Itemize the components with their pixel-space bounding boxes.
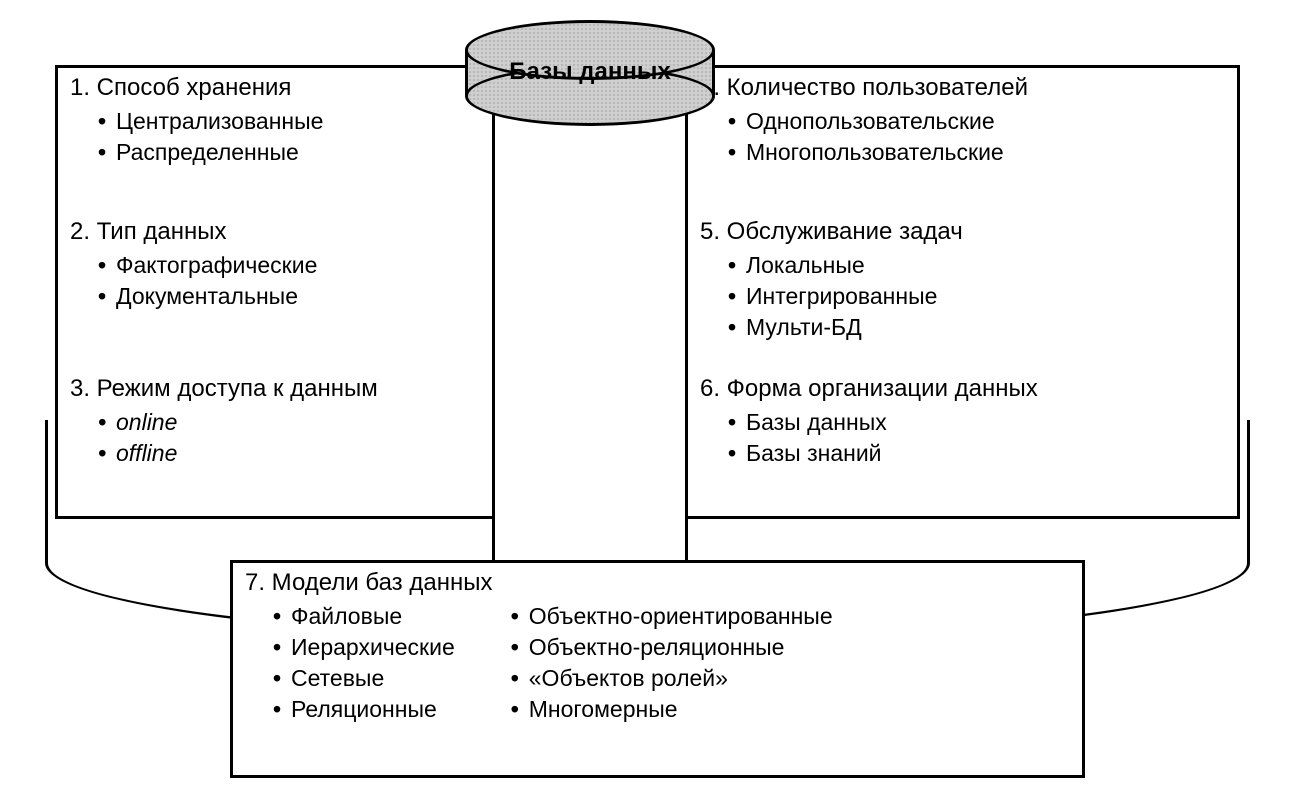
database-cylinder: Базы данных [465,20,715,580]
list-item: Документальные [98,281,482,312]
cylinder-body [492,100,688,575]
list-item: «Объектов ролей» [511,663,833,694]
cell-list: online offline [70,407,482,469]
list-item: Фактографические [98,250,482,281]
cell-list: Локальные Интегрированные Мульти-БД [700,250,1227,343]
cell-title: 6. Форма организации данных [700,375,1227,403]
cell-title: 3. Режим доступа к данным [70,375,482,403]
cell-task-service: 5. Обслуживание задач Локальные Интегрир… [685,212,1240,372]
cell-list: Однопользовательские Многопользовательск… [700,106,1227,168]
list-item: Объектно-ориентированные [511,601,833,632]
cell-list-col2: Объектно-ориентированные Объектно-реляци… [495,601,833,725]
cell-title: 7. Модели баз данных [245,569,1072,597]
cell-list: Фактографические Документальные [70,250,482,312]
cell-list: Базы данных Базы знаний [700,407,1227,469]
list-item: Объектно-реляционные [511,632,833,663]
list-item: Мульти-БД [728,312,1227,343]
list-item: Распределенные [98,137,482,168]
cell-title: 5. Обслуживание задач [700,218,1227,246]
cell-storage-method: 1. Способ хранения Централизованные Расп… [55,65,495,215]
list-item: Иерархические [273,632,455,663]
list-item: Реляционные [273,694,455,725]
cell-title: 2. Тип данных [70,218,482,246]
list-item: offline [98,438,482,469]
cell-user-count: 4. Количество пользователей Однопользова… [685,65,1240,215]
list-item: Интегрированные [728,281,1227,312]
list-item: Сетевые [273,663,455,694]
list-item: Многопользовательские [728,137,1227,168]
list-item: Файловые [273,601,455,632]
list-item: Однопользовательские [728,106,1227,137]
db-classification-diagram: 1. Способ хранения Централизованные Расп… [55,20,1255,780]
cell-data-type: 2. Тип данных Фактографические Документа… [55,212,495,372]
cell-org-form: 6. Форма организации данных Базы данных … [685,369,1240,519]
list-item: Базы знаний [728,438,1227,469]
cell-list: Централизованные Распределенные [70,106,482,168]
list-item: Многомерные [511,694,833,725]
list-item: Централизованные [98,106,482,137]
list-item: Локальные [728,250,1227,281]
cell-title: 4. Количество пользователей [700,74,1227,102]
cell-db-models: 7. Модели баз данных Файловые Иерархичес… [230,560,1085,778]
list-item: Базы данных [728,407,1227,438]
list-item: online [98,407,482,438]
cell-title: 1. Способ хранения [70,74,482,102]
cell-list-col1: Файловые Иерархические Сетевые Реляционн… [257,601,455,725]
cell-access-mode: 3. Режим доступа к данным online offline [55,369,495,519]
two-column-list: Файловые Иерархические Сетевые Реляционн… [245,601,1072,725]
cylinder-title: Базы данных [465,58,715,86]
